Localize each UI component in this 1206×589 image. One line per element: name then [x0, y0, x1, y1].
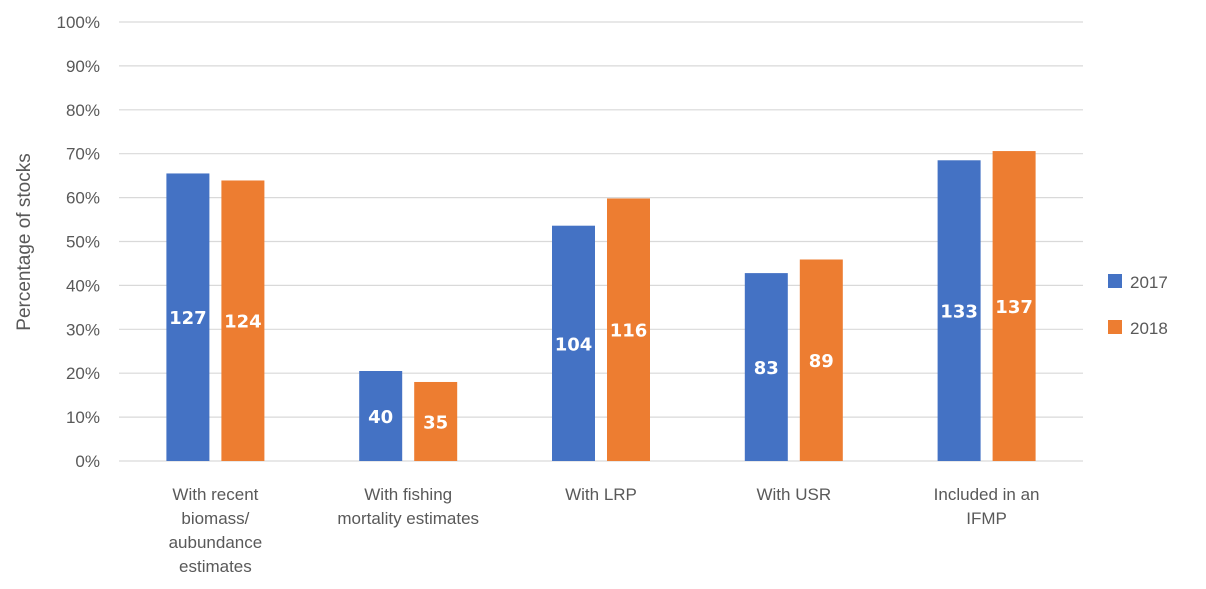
legend-swatch	[1108, 274, 1122, 288]
bar-2017	[937, 160, 981, 461]
data-label: 35	[423, 412, 448, 433]
data-label: 116	[610, 321, 648, 342]
bar-2018	[414, 381, 458, 461]
data-label: 137	[995, 297, 1033, 318]
x-category-label: Included in an IFMP	[934, 485, 1040, 528]
x-category-label: With fishing mortality estimates	[337, 485, 479, 528]
legend-label: 2018	[1130, 319, 1168, 338]
data-label: 83	[754, 358, 779, 379]
bar-2017	[166, 173, 210, 461]
x-category-label: With USR	[756, 485, 831, 504]
legend: 2017 2018	[1108, 273, 1168, 338]
y-tick-label: 100%	[57, 13, 100, 32]
y-tick-label: 50%	[66, 233, 100, 252]
bar-2018	[799, 259, 843, 461]
y-tick-label: 10%	[66, 408, 100, 427]
y-tick-label: 20%	[66, 364, 100, 383]
bar-2018	[221, 180, 265, 461]
bar-2017	[359, 371, 403, 461]
data-label: 133	[940, 302, 978, 323]
legend-swatch	[1108, 320, 1122, 334]
data-labels: 127 124 40 35 104 116 83 89 133 137	[169, 297, 1033, 433]
y-tick-label: 70%	[66, 145, 100, 164]
bars	[166, 151, 1036, 462]
bar-2017	[552, 225, 595, 461]
data-label: 104	[555, 334, 593, 355]
y-tick-label: 90%	[66, 57, 100, 76]
y-axis-label: Percentage of stocks	[14, 153, 35, 330]
bar-2018	[992, 151, 1036, 462]
y-tick-label: 40%	[66, 276, 100, 295]
y-tick-label: 30%	[66, 320, 100, 339]
y-axis-ticks: 0% 10% 20% 30% 40% 50% 60% 70% 80% 90% 100%	[57, 13, 100, 471]
data-label: 124	[224, 312, 262, 333]
y-tick-label: 60%	[66, 189, 100, 208]
data-label: 89	[809, 351, 834, 372]
data-label: 40	[368, 407, 393, 428]
y-tick-label: 80%	[66, 101, 100, 120]
x-category-label: With LRP	[565, 485, 637, 504]
gridlines	[119, 21, 1083, 462]
bar-2017	[744, 273, 788, 461]
x-axis-categories: With recent biomass/aubundance estimates Wi…	[169, 485, 1040, 576]
x-category-label: With recent biomass/aubundance estimates	[169, 485, 263, 576]
data-label: 127	[169, 308, 207, 329]
bar-2018	[607, 198, 650, 461]
legend-label: 2017	[1130, 273, 1168, 292]
y-tick-label: 0%	[75, 452, 100, 471]
